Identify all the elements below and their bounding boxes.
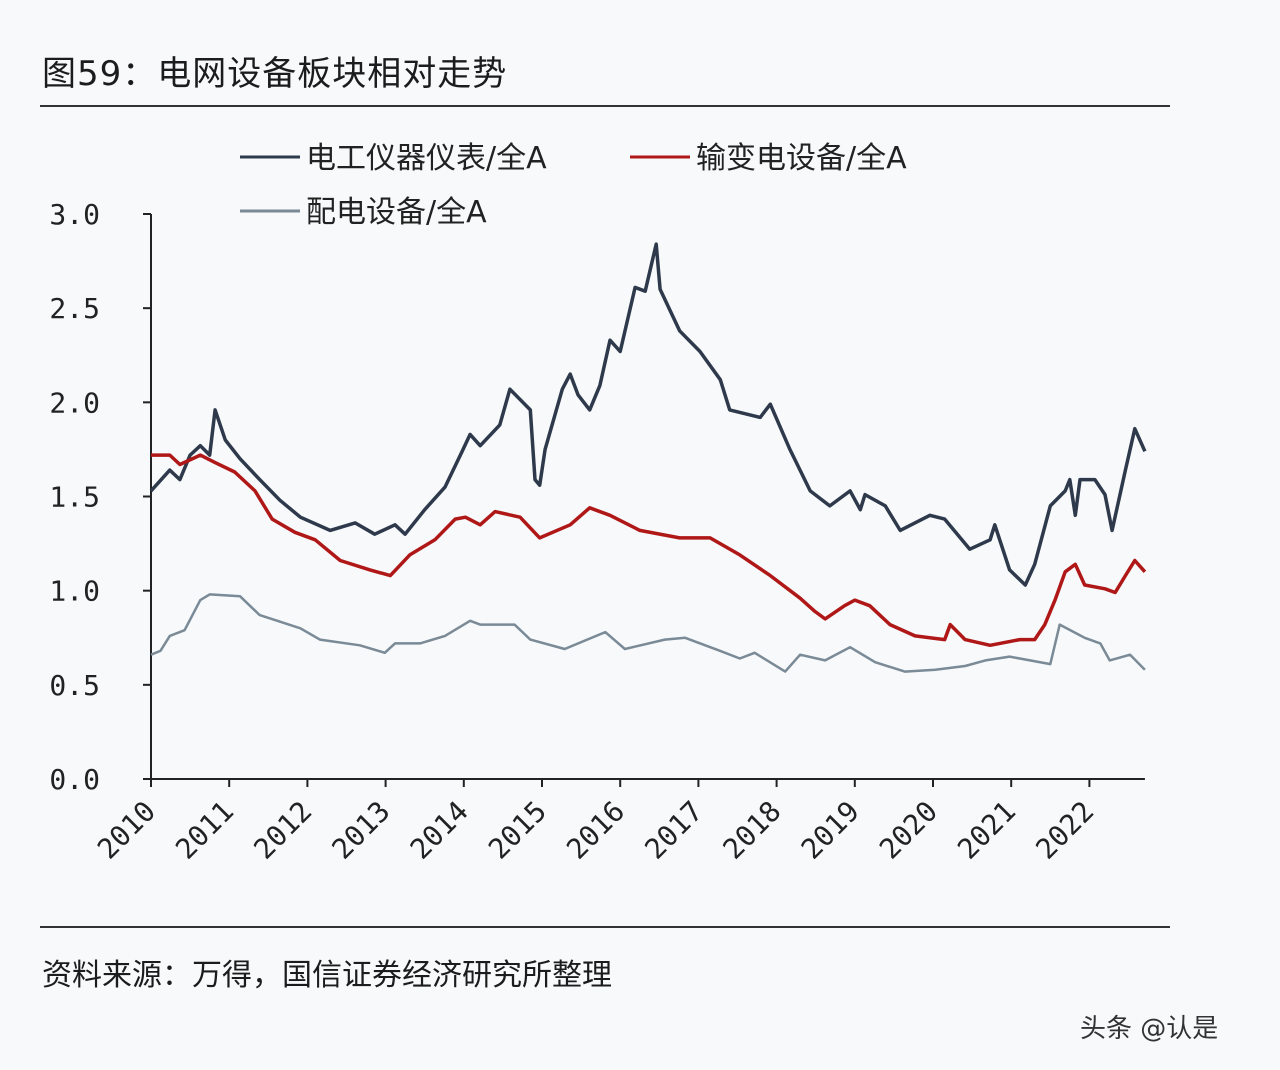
x-tick-label: 2012: [247, 795, 318, 866]
series-line-2: [151, 453, 1147, 648]
series-line-3: [150, 593, 1146, 673]
source-divider: [40, 926, 1170, 928]
title-divider: [40, 105, 1170, 107]
legend-label: 电工仪器仪表/全A: [306, 141, 547, 176]
x-tick-label: 2019: [795, 795, 866, 866]
y-tick-label: 2.0: [49, 386, 100, 419]
watermark: 头条 @认是: [1080, 1014, 1219, 1044]
x-tick-label: 2013: [326, 795, 397, 866]
x-tick-label: 2011: [169, 795, 240, 866]
x-tick-label: 2017: [638, 795, 709, 866]
legend-label: 输变电设备/全A: [696, 141, 907, 176]
y-tick-label: 3.0: [49, 198, 100, 231]
y-tick-label: 0.5: [49, 669, 100, 702]
x-tick-label: 2010: [91, 795, 162, 866]
x-tick-label: 2018: [717, 795, 788, 866]
legend-label: 配电设备/全A: [306, 195, 487, 230]
y-tick-label: 1.0: [49, 575, 100, 608]
y-tick-label: 1.5: [49, 481, 100, 514]
x-tick-label: 2016: [560, 795, 631, 866]
x-tick-label: 2014: [404, 795, 475, 866]
chart-title: 图59：电网设备板块相对走势: [42, 54, 508, 94]
x-tick-label: 2021: [951, 795, 1022, 866]
x-tick-label: 2015: [482, 795, 553, 866]
source-note: 资料来源：万得，国信证券经济研究所整理: [42, 958, 612, 993]
y-tick-label: 2.5: [49, 292, 100, 325]
x-tick-label: 2022: [1029, 795, 1100, 866]
y-tick-label: 0.0: [49, 763, 100, 796]
x-tick-label: 2020: [873, 795, 944, 866]
series-line-1: [149, 242, 1147, 587]
